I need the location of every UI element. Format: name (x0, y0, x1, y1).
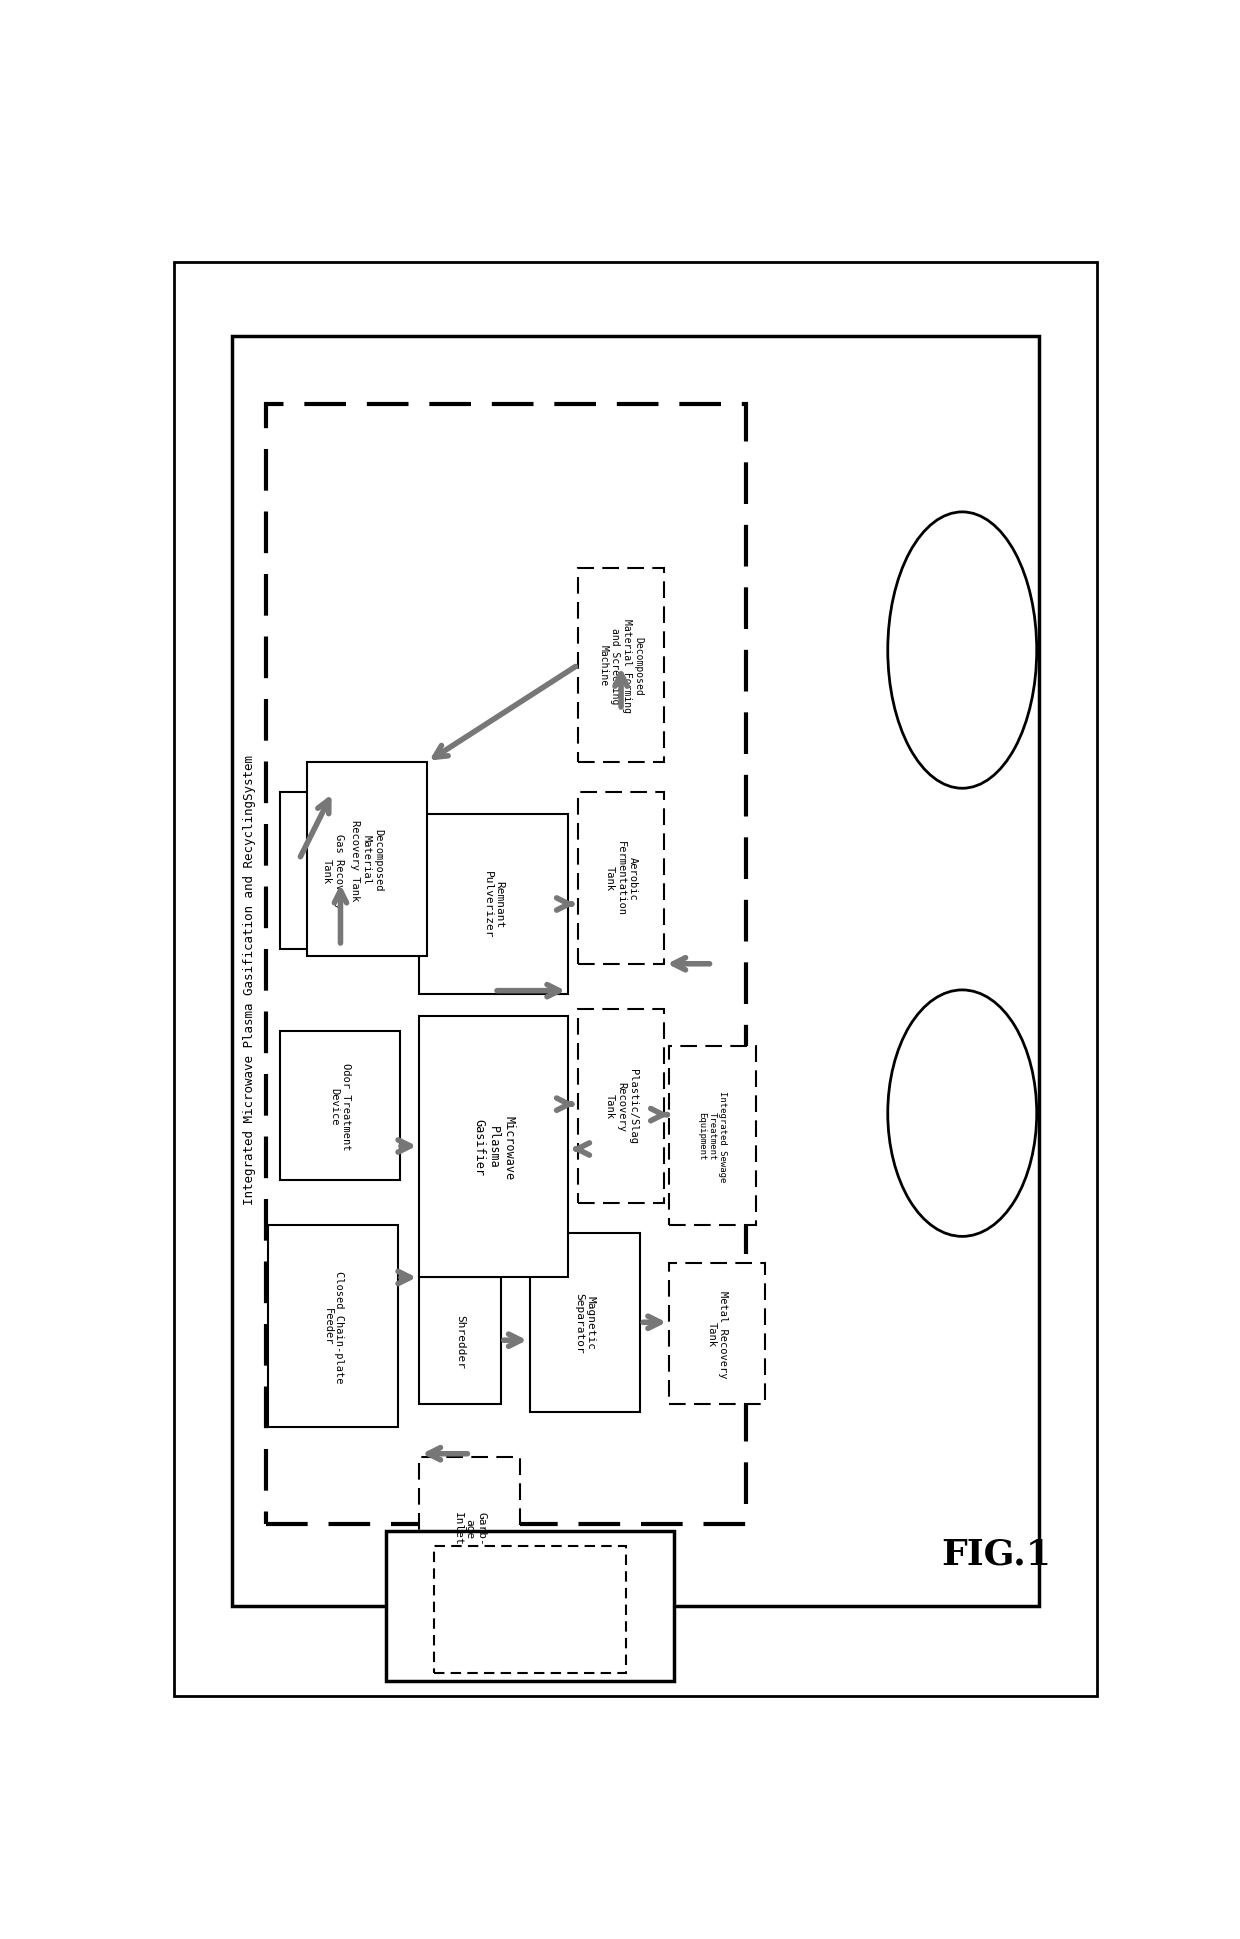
Ellipse shape (888, 991, 1037, 1237)
Bar (306, 762, 427, 956)
Ellipse shape (888, 512, 1037, 789)
Bar (529, 1233, 640, 1412)
Text: Metal Recovery
Tank: Metal Recovery Tank (707, 1289, 728, 1377)
Text: Shredder: Shredder (455, 1315, 465, 1369)
Text: Aerobic
Fermentation
Tank: Aerobic Fermentation Tank (604, 842, 637, 915)
Bar (419, 814, 568, 995)
Text: Integrated Sewage
Treatment
Equipment: Integrated Sewage Treatment Equipment (697, 1090, 728, 1181)
Bar (578, 793, 665, 964)
Text: Integrated Microwave Plasma Gasification and RecyclingSystem: Integrated Microwave Plasma Gasification… (243, 754, 255, 1204)
Text: FIG.1: FIG.1 (941, 1538, 1050, 1571)
Bar (419, 1456, 521, 1600)
Text: Gas Recovery
Tank: Gas Recovery Tank (322, 834, 343, 909)
Text: Closed Chain-plate
Feeder: Closed Chain-plate Feeder (322, 1270, 343, 1383)
Bar (419, 1016, 568, 1278)
Bar (670, 1047, 755, 1225)
Text: Plastic/Slag
Recovery
Tank: Plastic/Slag Recovery Tank (604, 1068, 637, 1144)
Text: Decomposed
Material Forming
and Screening
Machine: Decomposed Material Forming and Screenin… (599, 619, 644, 714)
Bar (265, 405, 746, 1524)
Bar (578, 568, 665, 762)
Bar (386, 1532, 675, 1681)
Bar (232, 337, 1039, 1605)
Text: Magnetic
Separator: Magnetic Separator (574, 1291, 596, 1353)
Text: Decomposed
Material
Recovery Tank: Decomposed Material Recovery Tank (351, 818, 383, 900)
Bar (280, 1032, 401, 1181)
Text: Garb-
age
Inlet: Garb- age Inlet (453, 1510, 486, 1545)
Bar (578, 1008, 665, 1202)
Bar (670, 1262, 765, 1404)
Bar (280, 793, 386, 950)
Bar (434, 1547, 626, 1673)
Bar (419, 1278, 501, 1404)
Bar (268, 1225, 398, 1427)
Text: Odor Treatment
Device: Odor Treatment Device (329, 1063, 351, 1150)
Text: Remnant
Pulverizer: Remnant Pulverizer (482, 871, 505, 938)
Text: Microwave
Plasma
Gasifier: Microwave Plasma Gasifier (472, 1115, 516, 1179)
